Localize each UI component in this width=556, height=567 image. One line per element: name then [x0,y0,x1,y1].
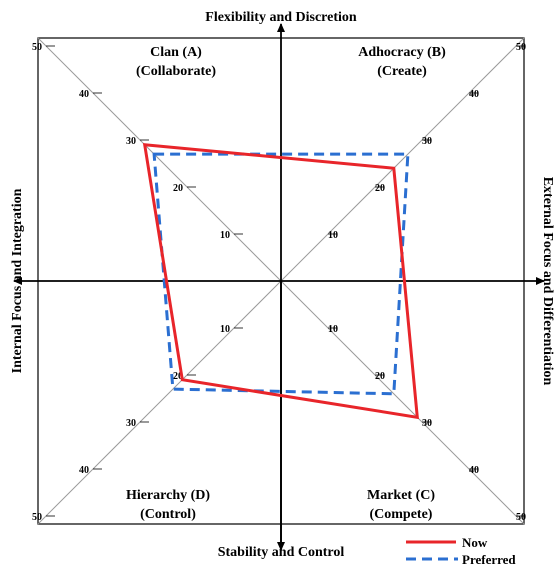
quadrant-clan-name: Clan (A) [150,45,202,60]
tick-label: 20 [173,371,183,382]
tick-label: 40 [79,465,89,476]
quadrant-hierarchy-name: Hierarchy (D) [126,488,210,503]
tick-label: 50 [32,512,42,523]
tick-label: 20 [375,183,385,194]
tick-label: 50 [516,42,526,53]
quadrant-hierarchy-verb: (Control) [140,507,196,522]
tick-label: 30 [422,136,432,147]
scale-ticks: 10 20 30 40 50 10 20 30 40 50 10 20 30 40 50 10 20 30 40 50 [32,42,526,523]
quadrant-clan-verb: (Collaborate) [136,64,216,79]
tick-label: 50 [516,512,526,523]
tick-label: 10 [220,230,230,241]
axis-title-bottom: Stability and Control [218,545,345,560]
tick-label: 20 [375,371,385,382]
tick-label: 20 [173,183,183,194]
tick-label: 40 [79,89,89,100]
tick-label: 30 [126,136,136,147]
legend-preferred-label: Preferred [462,552,516,567]
tick-label: 40 [469,465,479,476]
axis-title-top: Flexibility and Discretion [205,10,357,25]
series-preferred [152,152,410,396]
quadrant-market-name: Market (C) [367,488,435,503]
series-now [142,143,419,420]
tick-label: 40 [469,89,479,100]
tick-label: 30 [126,418,136,429]
tick-label: 30 [422,418,432,429]
axis-title-left: Internal Focus and Integration [10,188,25,373]
quadrant-adhocracy-name: Adhocracy (B) [358,45,446,60]
tick-label: 10 [328,230,338,241]
tick-label: 10 [328,324,338,335]
quadrant-market-verb: (Compete) [370,507,433,522]
axis-title-right: External Focus and Differentiation [540,177,555,386]
quadrant-adhocracy-verb: (Create) [377,64,427,79]
legend: Now Preferred [406,535,516,567]
legend-now-label: Now [462,535,488,550]
tick-label: 50 [32,42,42,53]
tick-label: 10 [220,324,230,335]
